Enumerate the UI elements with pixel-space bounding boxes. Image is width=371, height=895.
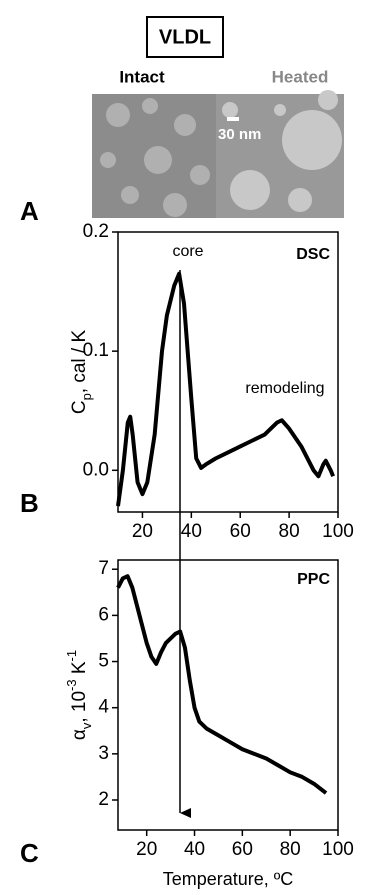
y-tick-label: 0.0 xyxy=(83,459,109,480)
micrograph-heated xyxy=(216,90,344,218)
figure: VLDL Intact Heated 30 nm A B C core remo… xyxy=(0,0,371,895)
figure-title: VLDL xyxy=(159,26,211,48)
panel-label: C xyxy=(20,838,39,868)
annotation: core xyxy=(172,243,203,260)
x-tick-label: 80 xyxy=(280,839,301,860)
y-tick-label: 5 xyxy=(98,651,109,672)
data-line xyxy=(118,576,326,793)
y-tick-label: 2 xyxy=(98,789,109,810)
plot-frame xyxy=(118,560,338,830)
x-tick-label: 100 xyxy=(322,839,354,860)
x-tick-label: 20 xyxy=(132,521,153,542)
annotation: remodeling xyxy=(245,380,324,397)
y-tick-label: 0.1 xyxy=(83,340,109,361)
x-tick-label: 40 xyxy=(181,521,202,542)
x-tick-label: 100 xyxy=(322,521,354,542)
x-tick-label: 20 xyxy=(136,839,157,860)
chart-title: PPC xyxy=(297,571,330,588)
y-tick-label: 6 xyxy=(98,604,109,625)
x-tick-label: 60 xyxy=(232,839,253,860)
x-tick-label: 80 xyxy=(279,521,300,542)
y-axis-label: αv, 10-3 K-1 xyxy=(64,650,94,740)
x-tick-label: 60 xyxy=(230,521,251,542)
micrograph-intact xyxy=(92,94,216,218)
panel-label: A xyxy=(20,196,39,226)
image-label: Heated xyxy=(272,67,329,86)
scale-bar-label: 30 nm xyxy=(218,126,261,143)
y-tick-label: 7 xyxy=(98,558,109,579)
panel-label: B xyxy=(20,488,39,518)
y-tick-label: 3 xyxy=(98,743,109,764)
image-label: Intact xyxy=(119,67,165,86)
x-axis-label: Temperature, ºC xyxy=(163,869,294,889)
y-tick-label: 0.2 xyxy=(83,221,109,242)
x-tick-label: 40 xyxy=(184,839,205,860)
chart-title: DSC xyxy=(296,246,330,263)
y-tick-label: 4 xyxy=(98,697,109,718)
